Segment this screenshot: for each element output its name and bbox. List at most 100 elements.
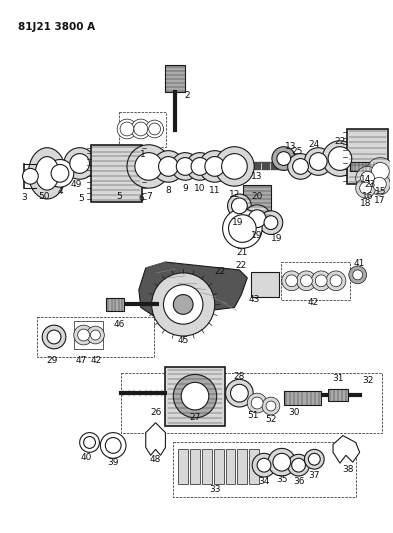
Text: 81J21 3800 A: 81J21 3800 A bbox=[18, 21, 95, 31]
Circle shape bbox=[127, 145, 171, 188]
Text: 11: 11 bbox=[209, 185, 220, 195]
Text: 20: 20 bbox=[252, 191, 263, 200]
Circle shape bbox=[301, 275, 312, 287]
Circle shape bbox=[84, 437, 95, 448]
Circle shape bbox=[272, 147, 296, 171]
Circle shape bbox=[293, 158, 309, 174]
Circle shape bbox=[309, 454, 320, 465]
Circle shape bbox=[135, 152, 162, 180]
Circle shape bbox=[311, 271, 331, 290]
Text: 40: 40 bbox=[81, 453, 92, 462]
Circle shape bbox=[315, 275, 327, 287]
Text: 22: 22 bbox=[214, 268, 225, 277]
Text: 5: 5 bbox=[116, 191, 122, 200]
Text: 10: 10 bbox=[194, 184, 206, 192]
Circle shape bbox=[231, 198, 247, 214]
Bar bbox=[165, 65, 185, 93]
Circle shape bbox=[286, 275, 298, 287]
Text: 45: 45 bbox=[178, 336, 189, 345]
Text: 13: 13 bbox=[252, 172, 263, 181]
Circle shape bbox=[356, 166, 379, 190]
Text: 26: 26 bbox=[150, 408, 161, 417]
Text: 14: 14 bbox=[360, 175, 371, 184]
Bar bbox=[90, 145, 142, 202]
Text: 43: 43 bbox=[248, 295, 260, 304]
Circle shape bbox=[264, 216, 278, 230]
Text: 28: 28 bbox=[234, 372, 245, 381]
Circle shape bbox=[305, 148, 332, 175]
Bar bbox=[237, 449, 247, 484]
Circle shape bbox=[268, 448, 296, 476]
Polygon shape bbox=[333, 435, 360, 463]
Circle shape bbox=[360, 182, 371, 194]
Circle shape bbox=[64, 148, 95, 179]
Text: 21: 21 bbox=[237, 248, 248, 257]
Circle shape bbox=[349, 266, 367, 284]
Text: 19: 19 bbox=[271, 234, 283, 243]
Circle shape bbox=[152, 151, 184, 182]
Text: 35: 35 bbox=[276, 475, 288, 484]
Text: 15: 15 bbox=[375, 187, 386, 196]
Text: 42: 42 bbox=[91, 356, 102, 365]
Bar bbox=[226, 449, 235, 484]
Bar bbox=[251, 272, 279, 296]
Circle shape bbox=[257, 458, 271, 472]
Bar bbox=[173, 442, 356, 497]
Circle shape bbox=[247, 393, 267, 413]
Circle shape bbox=[231, 384, 248, 402]
Circle shape bbox=[47, 330, 61, 344]
Text: 47: 47 bbox=[76, 356, 87, 365]
Circle shape bbox=[171, 152, 199, 180]
Bar bbox=[119, 112, 166, 147]
Bar bbox=[328, 389, 348, 401]
Circle shape bbox=[277, 152, 291, 165]
Text: 48: 48 bbox=[150, 455, 161, 464]
Circle shape bbox=[251, 397, 263, 409]
Circle shape bbox=[353, 270, 363, 280]
Circle shape bbox=[367, 158, 393, 185]
Circle shape bbox=[152, 273, 215, 336]
Circle shape bbox=[100, 433, 126, 458]
Text: 42: 42 bbox=[308, 298, 319, 307]
Circle shape bbox=[105, 438, 121, 454]
Circle shape bbox=[328, 147, 352, 171]
Text: 18: 18 bbox=[360, 199, 371, 208]
Text: 51: 51 bbox=[248, 411, 259, 421]
Circle shape bbox=[131, 119, 151, 139]
Bar bbox=[214, 449, 224, 484]
Text: 46: 46 bbox=[114, 320, 125, 329]
Text: 52: 52 bbox=[265, 415, 277, 424]
Circle shape bbox=[228, 194, 251, 217]
Circle shape bbox=[292, 458, 305, 472]
Circle shape bbox=[361, 172, 375, 185]
Circle shape bbox=[282, 271, 301, 290]
Polygon shape bbox=[139, 262, 247, 317]
Circle shape bbox=[262, 397, 280, 415]
Circle shape bbox=[163, 285, 203, 324]
Text: 24: 24 bbox=[309, 140, 320, 149]
Text: 27: 27 bbox=[189, 413, 201, 422]
Circle shape bbox=[222, 154, 247, 179]
Text: 29: 29 bbox=[46, 356, 58, 365]
Text: 31: 31 bbox=[332, 374, 344, 383]
Circle shape bbox=[373, 177, 386, 191]
Bar bbox=[178, 449, 188, 484]
Circle shape bbox=[86, 326, 104, 344]
Text: 19: 19 bbox=[231, 218, 243, 227]
Circle shape bbox=[74, 325, 94, 345]
Bar bbox=[106, 297, 124, 311]
Bar bbox=[165, 367, 224, 426]
Circle shape bbox=[229, 215, 256, 243]
Text: 6: 6 bbox=[138, 195, 144, 204]
Text: 41: 41 bbox=[354, 259, 365, 268]
Bar bbox=[350, 161, 379, 172]
Circle shape bbox=[266, 401, 276, 411]
Ellipse shape bbox=[28, 148, 66, 199]
Text: 38: 38 bbox=[342, 465, 354, 474]
Circle shape bbox=[149, 123, 160, 135]
Text: 5: 5 bbox=[79, 195, 84, 204]
Text: 36: 36 bbox=[293, 478, 304, 487]
Text: 4: 4 bbox=[57, 187, 63, 196]
Circle shape bbox=[173, 295, 193, 314]
Polygon shape bbox=[146, 423, 165, 455]
